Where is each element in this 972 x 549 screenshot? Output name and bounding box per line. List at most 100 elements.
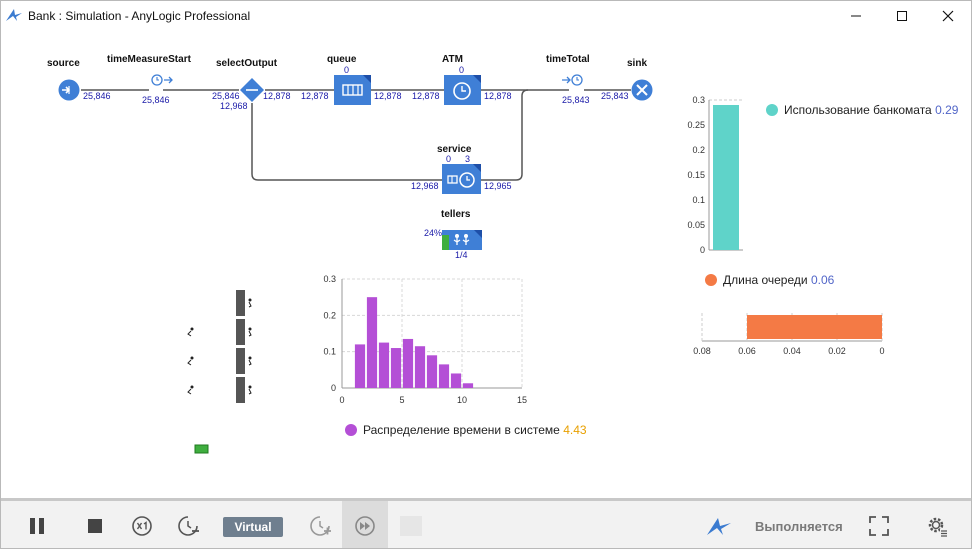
simulation-toolbar: Virtual Выполняется [1,498,971,548]
queue-length-bar [747,315,882,339]
close-button[interactable] [925,1,971,31]
atm-utilization-y-tick: 0.1 [692,195,705,205]
teller-desks [187,290,252,454]
time-in-system-legend: Распределение времени в системе 4.43 [363,423,587,437]
histogram-bar [402,338,414,388]
atm-utilization-legend-dot [766,104,778,116]
atm-utilization-y-tick: 0.05 [687,220,705,230]
queue-size: 0 [344,65,350,75]
title-bar: Bank : Simulation - AnyLogic Professiona… [1,1,971,31]
fullscreen-icon [869,516,889,536]
step-button[interactable] [399,501,423,548]
queue-length-x-tick: 0.06 [738,346,756,356]
anylogic-logo [703,501,735,548]
anylogic-logo-icon [707,518,731,535]
histogram-bar [378,342,390,388]
model-canvas: source 25,846 timeMeasureStart 25,846 se… [1,31,971,497]
select-output-block[interactable] [239,77,265,103]
histogram-bar [390,348,402,388]
run-to-time-button[interactable] [342,501,388,548]
histogram-y-tick: 0.3 [323,274,336,284]
time-measure-start-block[interactable] [148,71,176,91]
select-output-true-count: 12,878 [263,91,291,101]
time-total-block[interactable] [560,71,588,91]
time-in-system-histogram: 0.3 0.2 0.1 0 0 5 10 15 [323,274,527,405]
atm-utilization-bar [713,105,739,250]
atm-size: 0 [459,65,465,75]
run-speed-x1-button[interactable] [125,501,159,548]
select-output-false-count: 12,968 [220,101,248,111]
tellers-count: 1/4 [455,250,468,260]
slow-down-button[interactable] [171,501,205,548]
atm-utilization-y-tick: 0.3 [692,95,705,105]
sink-count: 25,843 [601,91,629,101]
pause-button[interactable] [21,501,53,548]
histogram-bar [354,344,366,388]
histogram-bar [426,355,438,388]
atm-out-count: 12,878 [484,91,512,101]
histogram-y-tick: 0.1 [323,347,336,357]
atm-in-count: 12,878 [412,91,440,101]
service-block[interactable] [442,164,481,194]
queue-length-legend-label: Длина очереди [723,273,808,287]
atm-utilization-y-tick: 0 [700,245,705,255]
time-total-label: timeTotal [546,54,590,65]
histogram-y-tick: 0 [331,383,336,393]
gear-icon [928,517,948,537]
histogram-bar [450,373,462,388]
step-icon [400,516,422,536]
select-output-in-count: 25,846 [212,91,240,101]
tellers-label: tellers [441,209,471,220]
queue-block[interactable] [334,75,371,105]
queue-label: queue [327,54,357,65]
speed-x1-icon [132,516,152,536]
service-queue-size: 0 [446,154,452,164]
flow-connectors [81,89,631,181]
sink-block[interactable] [631,79,653,101]
time-measure-start-count: 25,846 [142,95,170,105]
histogram-bar [462,383,474,388]
time-in-system-legend-value: 4.43 [563,423,587,437]
atm-label: ATM [442,54,463,65]
select-output-label: selectOutput [216,58,278,69]
atm-utilization-y-tick: 0.25 [687,120,705,130]
queue-length-x-tick: 0 [879,346,884,356]
queue-out-count: 12,878 [374,91,402,101]
virtual-time-button[interactable]: Virtual [223,517,283,537]
histogram-y-tick: 0.2 [323,310,336,320]
atm-utilization-chart: 0.3 0.25 0.2 0.15 0.1 0.05 0 [687,95,743,255]
stop-button[interactable] [79,501,111,548]
speed-up-icon [310,516,331,536]
atm-block[interactable] [444,75,481,105]
histogram-bar [414,346,426,388]
queue-in-count: 12,878 [301,91,329,101]
slow-down-icon [178,516,199,536]
simulation-status: Выполняется [755,519,843,534]
histogram-x-tick: 10 [457,395,467,405]
maximize-button[interactable] [879,1,925,31]
speed-up-button[interactable] [303,501,337,548]
anylogic-logo-icon [5,7,23,28]
atm-utilization-y-tick: 0.2 [692,145,705,155]
window-title: Bank : Simulation - AnyLogic Professiona… [28,9,251,23]
histogram-x-tick: 15 [517,395,527,405]
histogram-bar [438,364,450,388]
queue-length-legend: Длина очереди 0.06 [723,273,834,287]
minimize-button[interactable] [833,1,879,31]
sink-label: sink [627,58,648,69]
fullscreen-button[interactable] [863,501,895,548]
source-label: source [47,58,80,69]
atm-utilization-legend-label: Использование банкомата [784,103,932,117]
service-label: service [437,144,472,155]
service-out-count: 12,965 [484,181,512,191]
settings-button[interactable] [921,501,953,548]
atm-utilization-y-tick: 0.15 [687,170,705,180]
histogram-x-tick: 0 [339,395,344,405]
fast-forward-icon [355,516,375,536]
time-in-system-legend-label: Распределение времени в системе [363,423,560,437]
queue-length-x-tick: 0.02 [828,346,846,356]
tellers-block[interactable] [442,230,482,250]
queue-length-x-tick: 0.08 [693,346,711,356]
source-block[interactable] [58,79,80,101]
time-measure-start-label: timeMeasureStart [107,54,191,65]
